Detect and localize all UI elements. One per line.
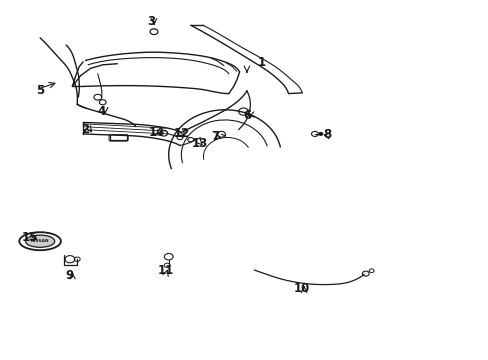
Text: 9: 9 [65,269,73,282]
Text: 5: 5 [36,84,44,96]
Text: 15: 15 [22,231,39,244]
Text: 3: 3 [147,15,155,28]
Text: 14: 14 [148,126,164,139]
Text: 10: 10 [293,282,310,294]
Text: 12: 12 [173,127,190,140]
Text: 1: 1 [257,57,265,69]
Text: 8: 8 [323,129,331,141]
Text: 7: 7 [211,130,219,143]
Text: 6: 6 [243,109,250,122]
Text: 4: 4 [98,105,105,118]
Text: NISSAN: NISSAN [31,239,49,243]
Circle shape [318,132,322,135]
Text: 2: 2 [81,123,89,136]
Ellipse shape [25,235,55,247]
Text: 13: 13 [191,137,207,150]
Text: 11: 11 [158,264,174,277]
